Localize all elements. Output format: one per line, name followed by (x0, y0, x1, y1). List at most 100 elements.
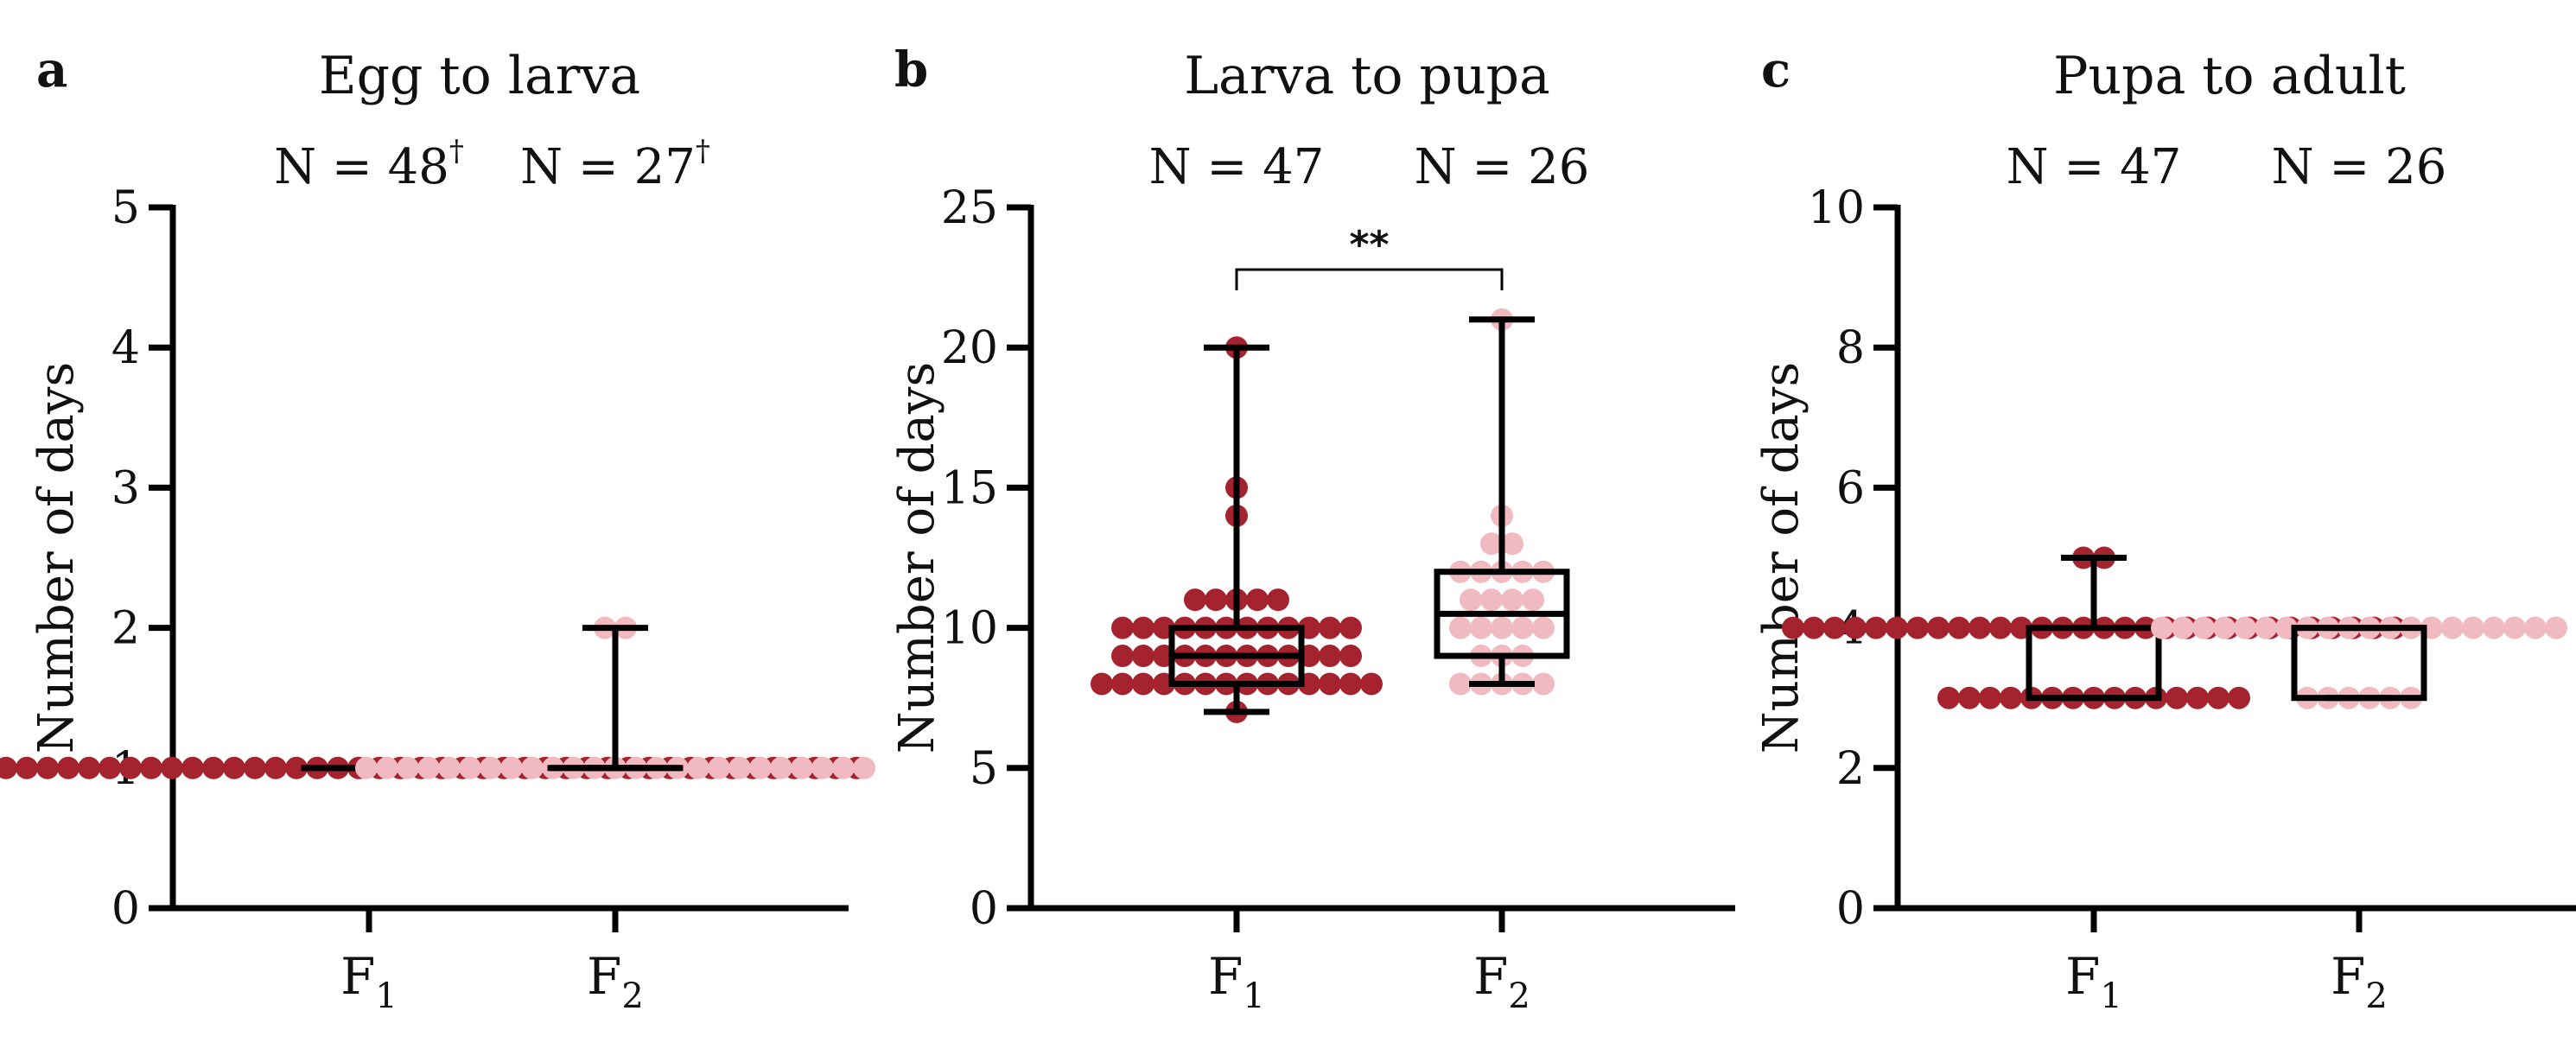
data-point (459, 756, 481, 779)
data-point (397, 756, 419, 779)
data-point (1937, 686, 1960, 709)
data-point (1927, 616, 1949, 639)
data-point (1958, 686, 1981, 709)
n-label: N = 47 (1149, 139, 1325, 195)
data-point (1522, 588, 1544, 612)
data-point (1979, 686, 2001, 709)
panel-title: Egg to larva (319, 46, 640, 106)
data-point (223, 756, 245, 779)
x-tick-label: F1 (340, 947, 398, 1016)
data-point (1948, 616, 1970, 639)
data-point (1886, 616, 1908, 639)
data-point (181, 756, 204, 779)
data-point (521, 756, 544, 779)
panel-title: Pupa to adult (2053, 46, 2406, 106)
data-point (2255, 616, 2277, 639)
data-point (1246, 588, 1269, 612)
data-point (791, 756, 813, 779)
y-tick-label: 25 (941, 182, 998, 234)
data-point (1267, 588, 1289, 612)
data-point (1319, 672, 1341, 696)
y-axis-label: Number of days (1753, 362, 1810, 754)
y-axis-label: Number of days (29, 362, 85, 754)
data-point (16, 756, 38, 779)
y-tick-label: 0 (1836, 883, 1865, 935)
n-label: N = 47 (2007, 139, 2182, 195)
data-point (1906, 616, 1929, 639)
significance-label: ** (1349, 223, 1389, 267)
y-axis-label: Number of days (889, 362, 945, 754)
data-point (811, 756, 834, 779)
data-point (78, 756, 100, 779)
data-point (2192, 616, 2215, 639)
data-point (1989, 616, 2012, 639)
data-point (480, 756, 502, 779)
data-point (728, 756, 751, 779)
panel-letter: c (1761, 41, 1790, 99)
x-tick-label: F2 (1473, 947, 1530, 1016)
data-point (2186, 686, 2209, 709)
data-point (244, 756, 266, 779)
data-point (57, 756, 80, 779)
data-point (770, 756, 792, 779)
data-point (1532, 672, 1555, 696)
y-tick-label: 20 (941, 322, 998, 374)
panel-title: Larva to pupa (1184, 46, 1550, 106)
data-point (1360, 672, 1383, 696)
data-point (36, 756, 59, 779)
data-point (1480, 588, 1503, 612)
data-point (1449, 672, 1472, 696)
data-point (1132, 616, 1154, 639)
data-point (2172, 616, 2194, 639)
data-point (119, 756, 142, 779)
data-point (832, 756, 855, 779)
y-tick-label: 2 (1836, 743, 1865, 795)
y-tick-label: 0 (111, 883, 140, 935)
data-point (438, 756, 461, 779)
y-tick-label: 2 (111, 603, 140, 655)
n-label: N = 26 (1415, 139, 1590, 195)
y-tick-label: 10 (1808, 182, 1865, 234)
y-tick-label: 4 (111, 322, 140, 374)
data-point (1339, 672, 1362, 696)
data-point (0, 756, 17, 779)
data-point (1480, 532, 1503, 556)
data-point (687, 756, 709, 779)
data-point (264, 756, 287, 779)
y-tick-label: 5 (970, 743, 998, 795)
y-tick-label: 6 (1836, 462, 1865, 514)
y-tick-label: 3 (111, 462, 140, 514)
data-point (99, 756, 121, 779)
x-tick-label: F2 (587, 947, 644, 1016)
data-point (417, 756, 440, 779)
data-point (2207, 686, 2229, 709)
data-point (1470, 616, 1492, 639)
data-point (285, 756, 308, 779)
data-point (1803, 616, 1825, 639)
data-point (2213, 616, 2236, 639)
data-point (1865, 616, 1887, 639)
panel-b: b Larva to pupa 0 5 10 15 20 25 Number of days F1… (889, 41, 1735, 1016)
data-point (1449, 616, 1472, 639)
data-point (1111, 616, 1134, 639)
data-point (1205, 588, 1227, 612)
data-point (202, 756, 225, 779)
significance-bracket (1235, 268, 1504, 290)
data-point (2462, 616, 2484, 639)
data-point (2234, 616, 2256, 639)
panel-letter: a (36, 41, 67, 99)
data-point (500, 756, 523, 779)
data-point (1823, 616, 1846, 639)
data-point (1111, 672, 1134, 696)
data-point (2166, 686, 2188, 709)
data-point (1339, 616, 1362, 639)
data-point (2151, 616, 2173, 639)
data-point (355, 756, 378, 779)
x-tick-label: F2 (2331, 947, 2388, 1016)
y-tick-label: 15 (941, 462, 998, 514)
data-point (1339, 645, 1362, 668)
data-point (1184, 588, 1206, 612)
data-point (1319, 645, 1341, 668)
